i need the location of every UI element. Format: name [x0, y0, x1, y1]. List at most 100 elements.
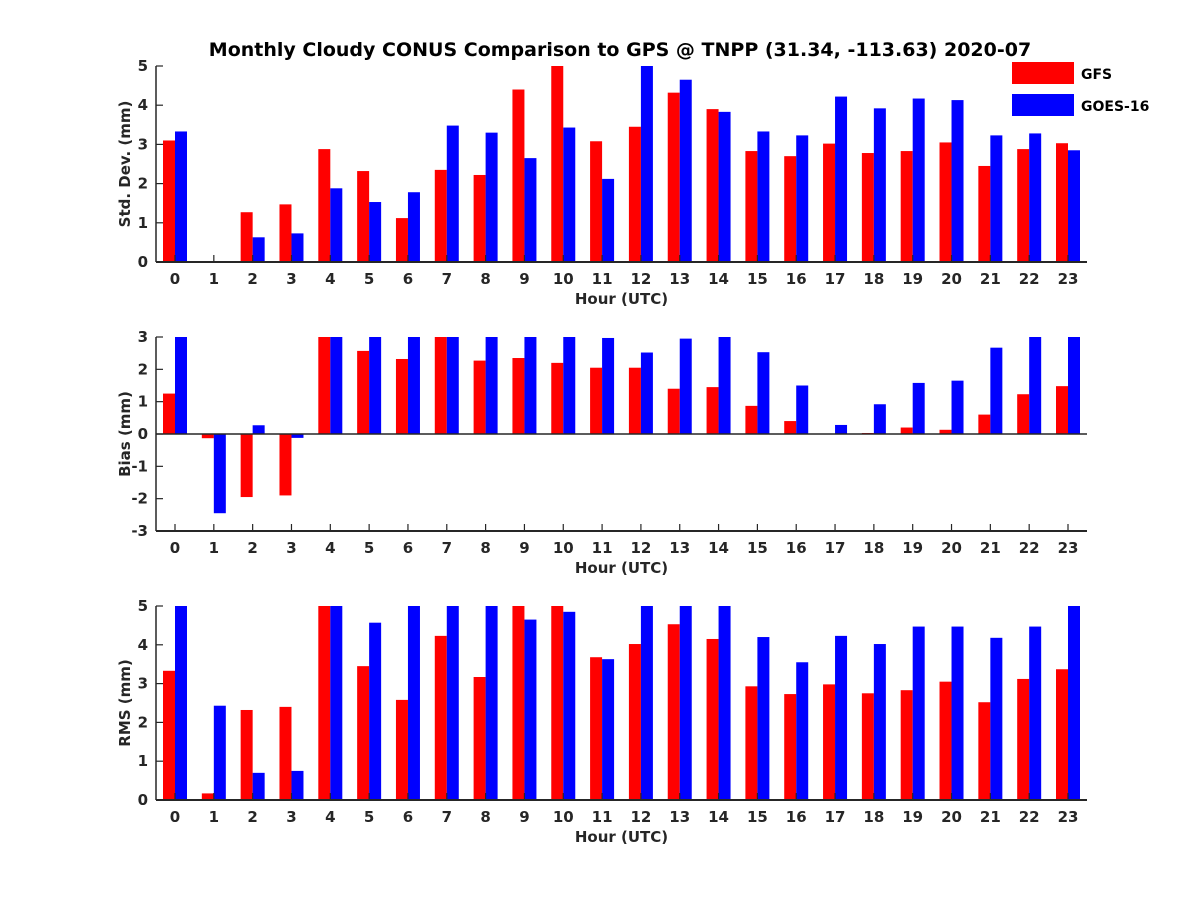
- y-tick-label-bias: -1: [131, 457, 148, 475]
- bar-stddev-gfs-19: [900, 151, 913, 262]
- bar-bias-gfs-20: [939, 429, 952, 434]
- bar-bias-goes16-18: [873, 404, 886, 434]
- x-tick-label-rms: 10: [553, 808, 574, 826]
- bar-bias-goes16-4: [330, 337, 343, 434]
- x-tick-label-bias: 18: [863, 539, 884, 557]
- bar-stddev-goes16-22: [1029, 133, 1042, 262]
- bar-bias-gfs-0: [163, 393, 175, 434]
- bar-bias-gfs-2: [240, 434, 253, 498]
- x-axis-label-bias: Hour (UTC): [575, 559, 668, 577]
- x-tick-label-bias: 6: [403, 539, 413, 557]
- bar-bias-gfs-3: [279, 434, 292, 496]
- bar-stddev-gfs-21: [978, 165, 991, 262]
- bar-rms-gfs-7: [434, 635, 447, 800]
- x-tick-label-bias: 23: [1058, 539, 1079, 557]
- bar-rms-goes16-2: [252, 772, 265, 800]
- bar-bias-gfs-19: [900, 427, 913, 434]
- bar-rms-goes16-8: [485, 606, 498, 800]
- x-tick-label-rms: 12: [630, 808, 651, 826]
- bar-stddev-goes16-20: [951, 100, 964, 262]
- y-tick-label-bias: 1: [138, 393, 148, 411]
- y-tick-label-rms: 5: [138, 597, 148, 615]
- y-tick-label-rms: 1: [138, 752, 148, 770]
- bar-bias-goes16-2: [252, 425, 265, 434]
- x-tick-label-stddev: 19: [902, 270, 923, 288]
- x-tick-label-bias: 16: [786, 539, 807, 557]
- x-tick-label-bias: 4: [325, 539, 335, 557]
- x-tick-label-bias: 8: [480, 539, 490, 557]
- bar-stddev-gfs-9: [512, 89, 525, 263]
- bar-rms-gfs-4: [318, 606, 331, 800]
- bar-stddev-goes16-11: [602, 178, 615, 262]
- x-tick-label-stddev: 0: [170, 270, 180, 288]
- y-tick-label-stddev: 5: [138, 57, 148, 75]
- x-tick-label-rms: 5: [364, 808, 374, 826]
- y-tick-label-rms: 0: [138, 791, 148, 809]
- bar-rms-gfs-15: [745, 686, 758, 800]
- bar-rms-goes16-3: [291, 770, 304, 800]
- x-tick-label-bias: 3: [286, 539, 296, 557]
- legend-label-goes16: GOES-16: [1081, 99, 1149, 115]
- bar-rms-gfs-1: [201, 793, 214, 800]
- x-tick-label-stddev: 3: [286, 270, 296, 288]
- bar-stddev-goes16-12: [640, 66, 653, 262]
- bar-stddev-goes16-17: [835, 96, 848, 263]
- bar-rms-gfs-13: [667, 624, 680, 800]
- x-tick-label-bias: 17: [825, 539, 846, 557]
- bar-bias-gfs-16: [784, 421, 797, 434]
- bar-bias-gfs-12: [628, 367, 641, 434]
- bar-rms-gfs-16: [784, 694, 797, 800]
- bar-stddev-gfs-22: [1017, 149, 1030, 262]
- x-tick-label-rms: 15: [747, 808, 768, 826]
- bar-stddev-goes16-10: [563, 127, 576, 262]
- bar-rms-goes16-19: [912, 626, 925, 800]
- bar-bias-goes16-23: [1068, 337, 1080, 434]
- bar-rms-gfs-20: [939, 681, 952, 800]
- bar-bias-gfs-21: [978, 414, 991, 434]
- y-tick-label-bias: 3: [138, 328, 148, 346]
- bar-rms-goes16-17: [835, 635, 848, 800]
- x-tick-label-stddev: 7: [442, 270, 452, 288]
- bar-rms-goes16-13: [679, 606, 692, 800]
- bar-bias-gfs-23: [1056, 386, 1068, 434]
- x-tick-label-bias: 11: [592, 539, 613, 557]
- bar-stddev-goes16-23: [1068, 150, 1080, 262]
- x-tick-label-stddev: 22: [1019, 270, 1040, 288]
- x-tick-label-bias: 2: [247, 539, 257, 557]
- x-tick-label-rms: 7: [442, 808, 452, 826]
- x-tick-label-rms: 3: [286, 808, 296, 826]
- bar-stddev-goes16-19: [912, 98, 925, 262]
- y-tick-label-rms: 3: [138, 675, 148, 693]
- bar-stddev-gfs-14: [706, 109, 719, 263]
- bar-stddev-goes16-3: [291, 233, 304, 262]
- x-tick-label-rms: 4: [325, 808, 335, 826]
- x-tick-label-stddev: 21: [980, 270, 1001, 288]
- x-tick-label-rms: 22: [1019, 808, 1040, 826]
- x-tick-label-stddev: 18: [863, 270, 884, 288]
- bar-rms-goes16-0: [175, 606, 187, 800]
- y-axis-label-rms: RMS (mm): [116, 659, 134, 746]
- x-tick-label-bias: 22: [1019, 539, 1040, 557]
- bar-bias-gfs-22: [1017, 394, 1030, 434]
- x-tick-label-stddev: 12: [630, 270, 651, 288]
- bar-bias-goes16-17: [835, 424, 848, 434]
- bar-rms-goes16-23: [1068, 606, 1080, 800]
- bar-stddev-gfs-20: [939, 142, 952, 262]
- x-tick-label-rms: 18: [863, 808, 884, 826]
- y-axis-label-bias: Bias (mm): [116, 391, 134, 477]
- bar-bias-goes16-14: [718, 337, 731, 434]
- bar-rms-goes16-21: [990, 637, 1003, 800]
- bar-rms-gfs-12: [628, 644, 641, 800]
- y-tick-label-stddev: 2: [138, 175, 148, 193]
- legend-swatch-goes16: [1012, 94, 1074, 116]
- bar-rms-gfs-8: [473, 677, 486, 800]
- bar-stddev-gfs-17: [823, 143, 836, 262]
- bar-bias-gfs-7: [434, 337, 447, 434]
- bar-stddev-goes16-2: [252, 237, 265, 262]
- bar-bias-goes16-11: [602, 337, 615, 434]
- bar-bias-goes16-8: [485, 337, 498, 434]
- y-tick-label-bias: 0: [138, 425, 148, 443]
- x-tick-label-bias: 20: [941, 539, 962, 557]
